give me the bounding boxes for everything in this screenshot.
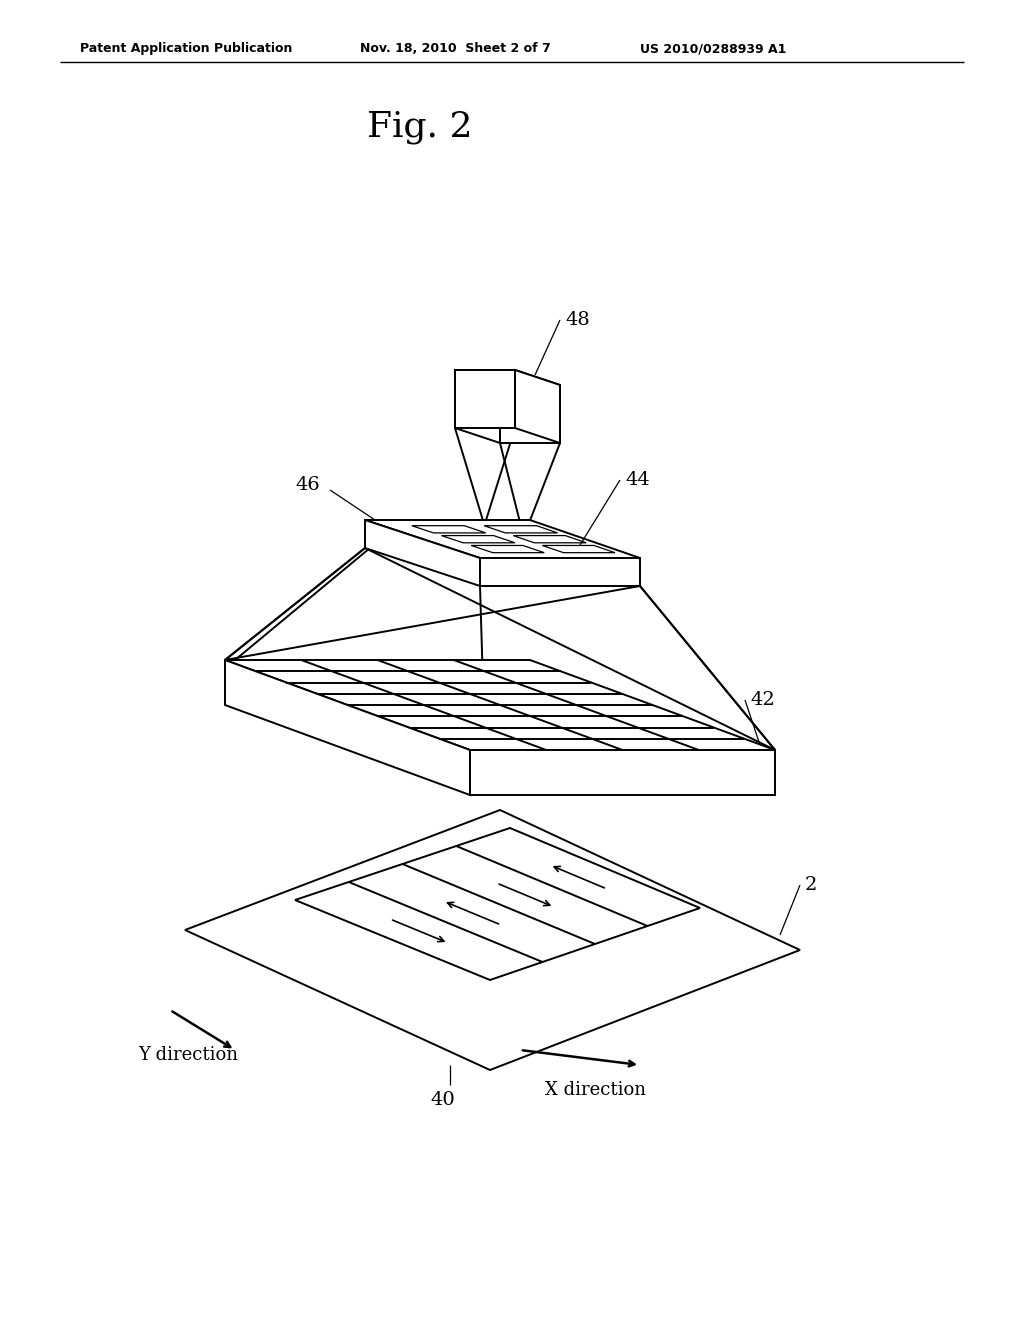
- Polygon shape: [484, 525, 558, 533]
- Polygon shape: [470, 750, 775, 795]
- Polygon shape: [471, 545, 544, 553]
- Text: 48: 48: [565, 312, 590, 329]
- Text: 46: 46: [295, 477, 319, 494]
- Polygon shape: [455, 370, 500, 444]
- Polygon shape: [365, 520, 480, 586]
- Text: Patent Application Publication: Patent Application Publication: [80, 42, 293, 55]
- Text: Y direction: Y direction: [138, 1045, 238, 1064]
- Text: 44: 44: [625, 471, 650, 488]
- Polygon shape: [455, 370, 515, 428]
- Polygon shape: [365, 520, 640, 558]
- Polygon shape: [543, 545, 615, 553]
- Text: Fig. 2: Fig. 2: [368, 110, 473, 144]
- Polygon shape: [500, 385, 560, 444]
- Text: Nov. 18, 2010  Sheet 2 of 7: Nov. 18, 2010 Sheet 2 of 7: [360, 42, 551, 55]
- Polygon shape: [513, 536, 587, 543]
- Polygon shape: [480, 558, 640, 586]
- Text: 40: 40: [430, 1092, 455, 1109]
- Polygon shape: [441, 536, 515, 543]
- Text: 42: 42: [750, 690, 775, 709]
- Polygon shape: [515, 370, 560, 444]
- Text: 2: 2: [805, 876, 817, 894]
- Polygon shape: [412, 525, 485, 533]
- Text: X direction: X direction: [545, 1081, 646, 1100]
- Polygon shape: [225, 660, 775, 750]
- Polygon shape: [185, 810, 800, 1071]
- Polygon shape: [455, 370, 560, 385]
- Text: US 2010/0288939 A1: US 2010/0288939 A1: [640, 42, 786, 55]
- Polygon shape: [225, 660, 470, 795]
- Polygon shape: [295, 828, 700, 979]
